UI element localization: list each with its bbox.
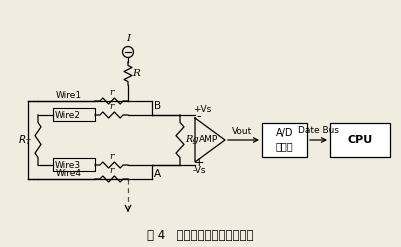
Text: r: r [109, 152, 113, 161]
Text: AMP: AMP [199, 136, 218, 144]
Text: R: R [132, 69, 140, 78]
Bar [53, 108, 95, 121]
Text: Wire4: Wire4 [56, 169, 82, 178]
Text: 图 4   四线制引线电阻测量原理: 图 4 四线制引线电阻测量原理 [147, 228, 253, 242]
Text: Wire1: Wire1 [56, 91, 82, 100]
Text: 转换器: 转换器 [276, 141, 293, 151]
Text: Wire3: Wire3 [55, 161, 81, 169]
Text: I: I [126, 35, 130, 43]
Text: Wire2: Wire2 [55, 110, 81, 120]
Bar [330, 123, 390, 157]
Text: +: + [194, 157, 205, 169]
Text: r: r [109, 88, 113, 97]
Text: -: - [197, 110, 201, 124]
Bar [53, 158, 95, 171]
Text: -Vs: -Vs [193, 166, 207, 175]
Bar [262, 123, 307, 157]
Text: r: r [109, 166, 113, 175]
Text: A/D: A/D [276, 128, 293, 138]
Text: Date Bus: Date Bus [298, 126, 339, 135]
Text: r: r [109, 102, 113, 111]
Text: A: A [154, 169, 161, 179]
Text: +Vs: +Vs [193, 105, 211, 114]
Text: $R_T$: $R_T$ [18, 133, 32, 147]
Text: Rg: Rg [185, 136, 198, 144]
Text: CPU: CPU [347, 135, 373, 145]
Text: B: B [154, 101, 161, 111]
Text: Vout: Vout [232, 127, 252, 136]
